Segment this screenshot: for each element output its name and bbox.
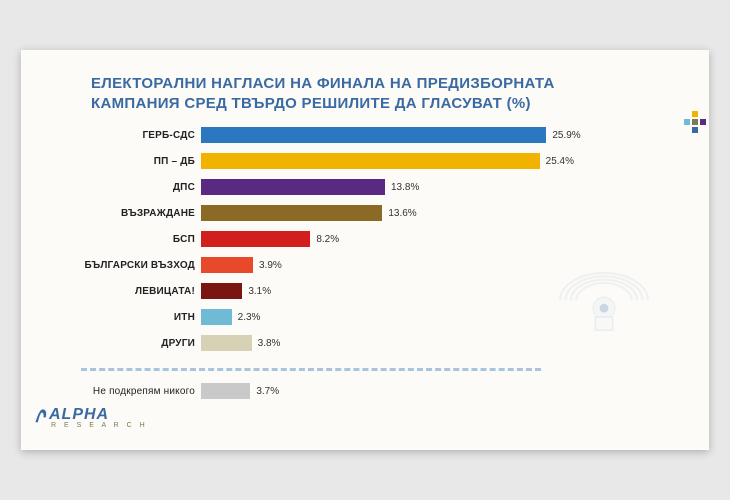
bar-row: БСП 8.2%: [61, 228, 621, 250]
bar-fill: [201, 309, 232, 325]
decoration-squares: [683, 110, 709, 134]
alpha-research-logo: ALPHA R E S E A R C H: [33, 406, 163, 442]
bar-label: ДРУГИ: [61, 338, 201, 349]
bar-row-none: Не подкрепям никого 3.7%: [61, 380, 621, 402]
title-line-1: ЕЛЕКТОРАЛНИ НАГЛАСИ НА ФИНАЛА НА ПРЕДИЗБ…: [91, 75, 555, 92]
bar-label: БЪЛГАРСКИ ВЪЗХОД: [61, 260, 201, 271]
bar-value: 13.8%: [391, 182, 419, 193]
bar-label: БСП: [61, 234, 201, 245]
deco-square: [692, 119, 698, 125]
bar-value: 8.2%: [316, 234, 339, 245]
bar-label: ИТН: [61, 312, 201, 323]
logo-sub: R E S E A R C H: [51, 422, 163, 429]
bar-label: ГЕРБ-СДС: [61, 130, 201, 141]
bar-row: ПП – ДБ 25.4%: [61, 150, 621, 172]
bar-value: 3.8%: [258, 338, 281, 349]
bar-fill: [201, 205, 382, 221]
bar-value: 25.4%: [546, 156, 574, 167]
bar-fill: [201, 383, 250, 399]
bar-label: ЛЕВИЦАТА!: [61, 286, 201, 297]
deco-square: [692, 127, 698, 133]
page-background: ЕЛЕКТОРАЛНИ НАГЛАСИ НА ФИНАЛА НА ПРЕДИЗБ…: [0, 0, 730, 500]
bar-row: ДПС 13.8%: [61, 176, 621, 198]
bar-track: 13.8%: [201, 179, 621, 195]
bar-track: 25.4%: [201, 153, 621, 169]
bar-label: ВЪЗРАЖДАНЕ: [61, 208, 201, 219]
bar-row: ЛЕВИЦАТА! 3.1%: [61, 280, 621, 302]
bar-label: Не подкрепям никого: [61, 386, 201, 397]
bar-fill: [201, 335, 252, 351]
bar-row: БЪЛГАРСКИ ВЪЗХОД 3.9%: [61, 254, 621, 276]
deco-square: [692, 111, 698, 117]
bar-fill: [201, 283, 242, 299]
bar-value: 25.9%: [552, 130, 580, 141]
parliament-watermark-icon: [549, 240, 659, 350]
bar-value: 2.3%: [238, 312, 261, 323]
bar-track: 13.6%: [201, 205, 621, 221]
bar-row: ДРУГИ 3.8%: [61, 332, 621, 354]
bar-chart: ГЕРБ-СДС 25.9% ПП – ДБ 25.4% ДПС 13.8% ВЪЗРАЖД…: [61, 124, 621, 358]
bar-label: ДПС: [61, 182, 201, 193]
bar-row: ГЕРБ-СДС 25.9%: [61, 124, 621, 146]
bar-fill: [201, 231, 310, 247]
logo-mark-icon: [33, 406, 49, 424]
bar-value: 3.7%: [256, 386, 279, 397]
bar-value: 3.1%: [248, 286, 271, 297]
bar-value: 3.9%: [259, 260, 282, 271]
chart-divider: [81, 368, 541, 371]
bar-row: ИТН 2.3%: [61, 306, 621, 328]
title-line-2: КАМПАНИЯ СРЕД ТВЪРДО РЕШИЛИТЕ ДА ГЛАСУВА…: [91, 95, 531, 112]
bar-fill: [201, 153, 540, 169]
bar-label: ПП – ДБ: [61, 156, 201, 167]
bar-fill: [201, 257, 253, 273]
bar-value: 13.6%: [388, 208, 416, 219]
deco-square: [700, 119, 706, 125]
bar-fill: [201, 179, 385, 195]
bar-row: ВЪЗРАЖДАНЕ 13.6%: [61, 202, 621, 224]
slide: ЕЛЕКТОРАЛНИ НАГЛАСИ НА ФИНАЛА НА ПРЕДИЗБ…: [21, 50, 709, 450]
bar-fill: [201, 127, 546, 143]
bar-track: 3.7%: [201, 383, 621, 399]
bar-track: 25.9%: [201, 127, 621, 143]
deco-square: [684, 119, 690, 125]
chart-title: ЕЛЕКТОРАЛНИ НАГЛАСИ НА ФИНАЛА НА ПРЕДИЗБ…: [91, 74, 609, 113]
